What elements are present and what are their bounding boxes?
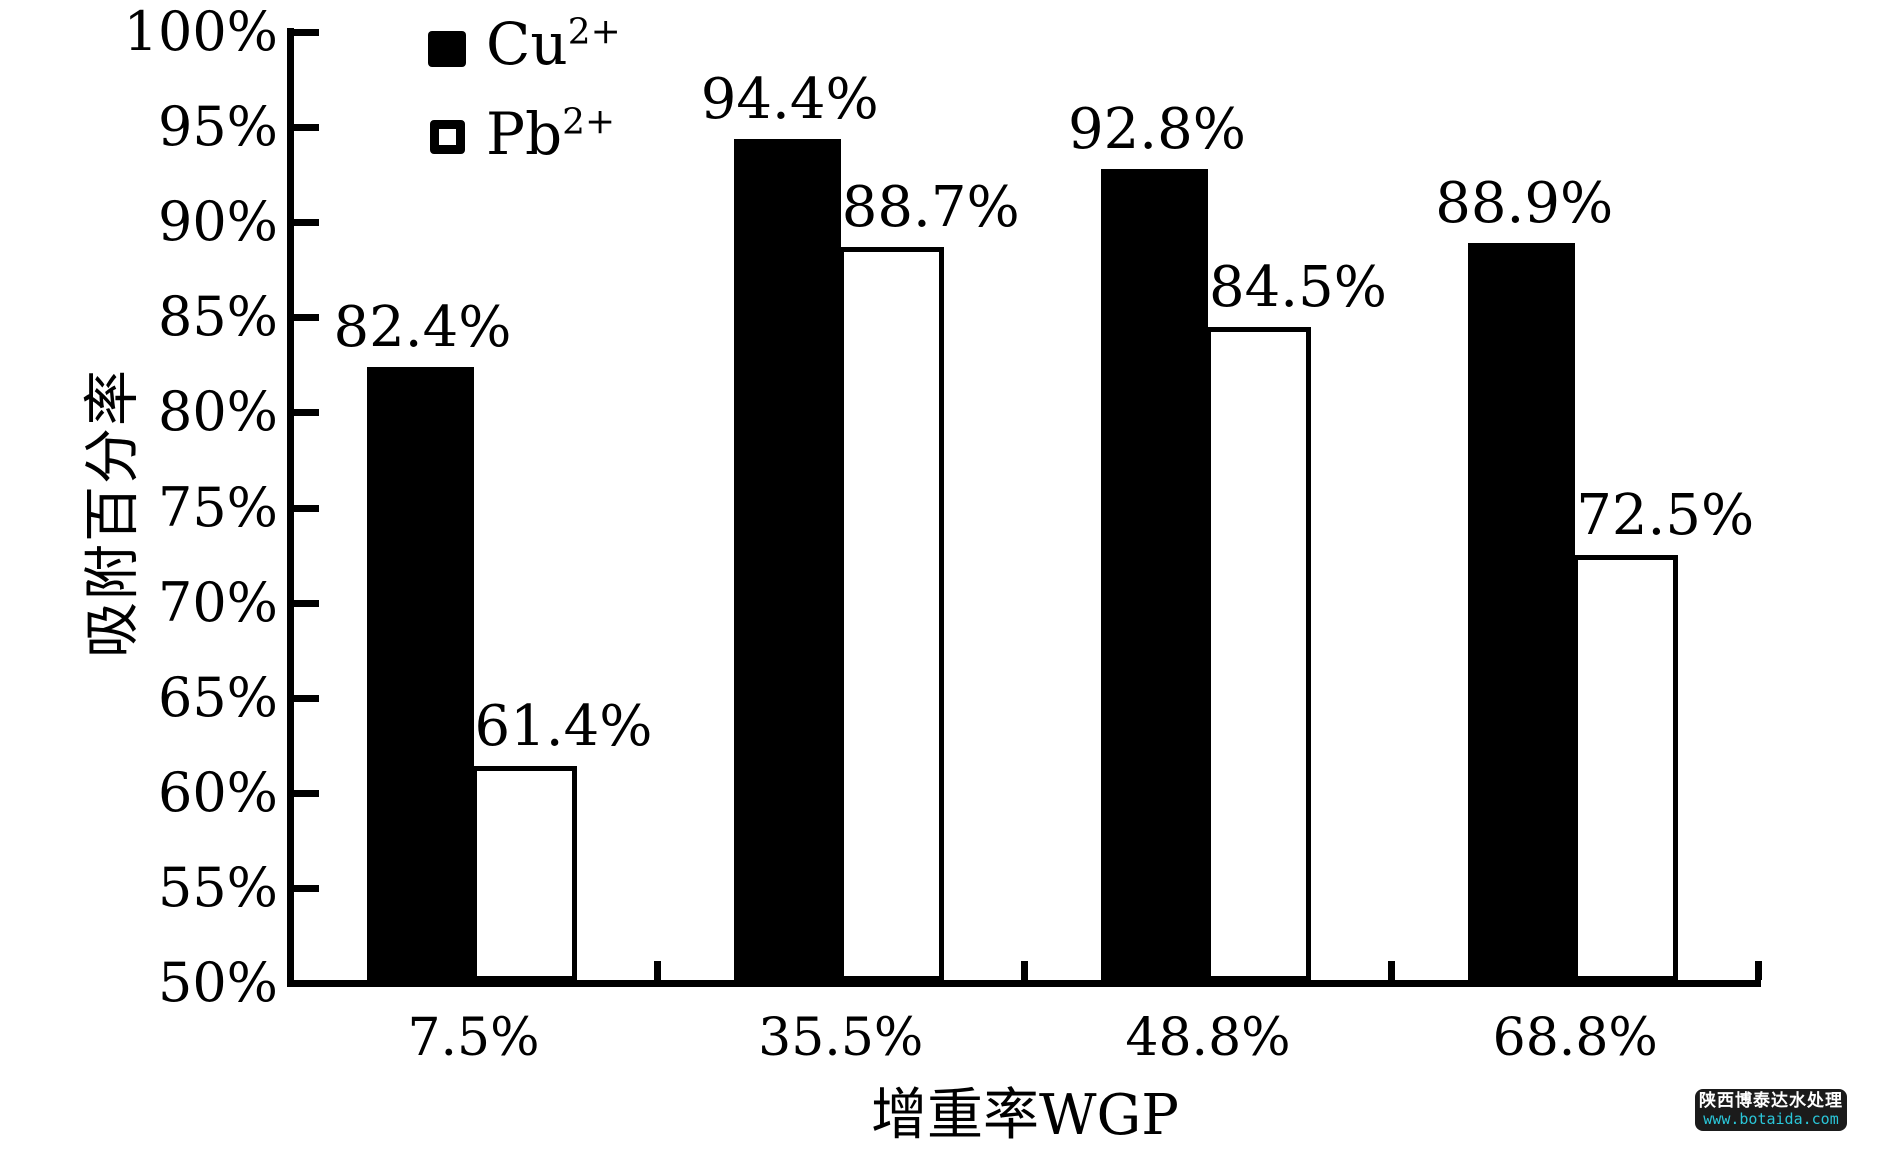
pb-bar-68.8% <box>1573 555 1679 981</box>
y-tick <box>294 29 319 36</box>
cu-legend-swatch-icon <box>428 31 466 67</box>
y-axis-title: 吸附百分率 <box>80 368 146 658</box>
y-tick <box>294 884 319 892</box>
y-tick-label: 60% <box>157 760 278 824</box>
x-axis-line <box>287 980 1761 987</box>
watermark-company: 陕西博泰达水处理 <box>1699 1091 1843 1111</box>
legend-label-pb: Pb2+ <box>486 100 616 168</box>
watermark: 陕西博泰达水处理 www.botaida.com <box>1695 1089 1847 1131</box>
y-tick <box>294 219 319 227</box>
cu-bar-35.5% <box>733 138 841 981</box>
cu-bar-value-label: 92.8% <box>1068 96 1246 162</box>
y-tick <box>294 504 319 512</box>
x-tick <box>1021 961 1028 980</box>
y-tick <box>294 599 319 607</box>
y-tick <box>294 789 319 797</box>
x-tick-label: 35.5% <box>758 1008 924 1068</box>
pb-bar-value-label: 61.4% <box>474 694 653 760</box>
y-tick <box>294 694 319 702</box>
y-tick-label: 80% <box>157 380 278 444</box>
y-tick-label: 75% <box>157 475 278 539</box>
pb-bar-value-label: 88.7% <box>841 174 1020 240</box>
y-tick-label: 90% <box>157 190 278 254</box>
pb-bar-value-label: 84.5% <box>1209 254 1387 320</box>
y-tick <box>294 409 319 417</box>
y-tick-label: 85% <box>157 285 278 349</box>
legend-label-cu: Cu2+ <box>486 10 621 78</box>
y-tick-label: 50% <box>157 951 278 1014</box>
pb-bar-35.5% <box>838 246 944 981</box>
watermark-url: www.botaida.com <box>1703 1110 1839 1128</box>
cu-bar-value-label: 82.4% <box>333 294 512 360</box>
y-tick-label: 55% <box>157 855 278 919</box>
y-tick-label: 95% <box>157 95 278 159</box>
x-tick-label: 7.5% <box>407 1008 540 1068</box>
cu-bar-68.8% <box>1468 243 1576 981</box>
pb-bar-value-label: 72.5% <box>1576 483 1755 549</box>
cu-bar-value-label: 94.4% <box>700 66 879 132</box>
pb-bar-7.5% <box>471 766 577 981</box>
x-tick-label: 48.8% <box>1125 1008 1291 1068</box>
y-tick-label: 65% <box>157 665 278 729</box>
pb-legend-swatch-icon <box>430 120 465 154</box>
y-tick <box>294 124 319 132</box>
y-axis-line <box>287 28 294 987</box>
pb-bar-48.8% <box>1206 326 1311 981</box>
x-tick <box>654 961 661 980</box>
x-tick <box>1388 961 1395 980</box>
cu-bar-48.8% <box>1101 168 1208 981</box>
cu-bar-value-label: 88.9% <box>1435 171 1614 237</box>
x-tick-label: 68.8% <box>1492 1008 1658 1068</box>
x-axis-title: 增重率WGP <box>871 1083 1179 1148</box>
y-tick-label: 100% <box>123 0 278 63</box>
x-tick <box>1755 961 1762 980</box>
y-tick-label: 70% <box>157 570 278 634</box>
y-tick <box>294 314 319 322</box>
cu-bar-7.5% <box>366 366 474 981</box>
